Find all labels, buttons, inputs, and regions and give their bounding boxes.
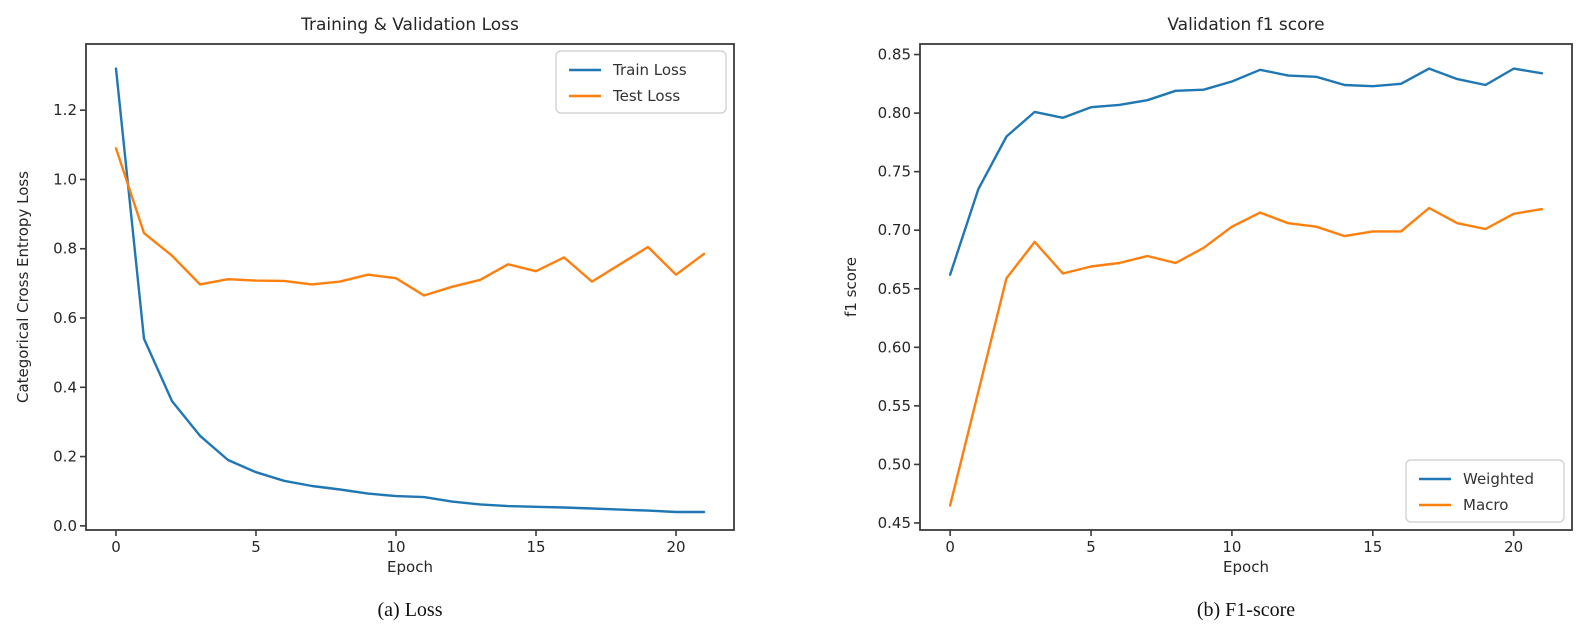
x-tick-label: 15	[1363, 538, 1382, 556]
plot-frame	[919, 43, 1573, 531]
y-tick-label: 1.0	[53, 170, 77, 188]
x-tick-label: 20	[1504, 538, 1523, 556]
legend-box	[1405, 459, 1565, 523]
y-tick-label: 0.50	[878, 455, 911, 473]
x-axis-label: Epoch	[1223, 558, 1269, 576]
y-axis-label: Categorical Cross Entropy Loss	[14, 171, 32, 403]
chart-title: Training & Validation Loss	[300, 15, 519, 35]
y-tick-label: 0.8	[53, 240, 77, 258]
legend: Weighted Macro	[1405, 459, 1565, 523]
x-tick-label: 10	[386, 538, 405, 556]
legend-label: Train Loss	[612, 61, 687, 79]
chart-title: Validation f1 score	[1167, 15, 1324, 35]
y-tick-label: 0.45	[878, 514, 911, 532]
x-tick-label: 5	[251, 538, 261, 556]
subfigure-caption: (a) Loss	[378, 599, 443, 621]
series-line-test-loss	[114, 147, 706, 297]
y-tick-label: 0.80	[878, 104, 911, 122]
legend-box	[555, 50, 727, 114]
y-tick-label: 0.6	[53, 309, 77, 327]
y-axis-label: f1 score	[842, 257, 860, 317]
legend-label: Macro	[1463, 496, 1508, 514]
x-tick-label: 0	[945, 538, 955, 556]
series-line-weighted	[948, 67, 1544, 276]
legend-label: Test Loss	[612, 87, 680, 105]
y-tick-label: 0.65	[878, 280, 911, 298]
y-tick-label: 0.2	[53, 448, 77, 466]
y-tick-label: 0.0	[53, 517, 77, 535]
y-tick-label: 0.60	[878, 338, 911, 356]
x-tick-label: 5	[1086, 538, 1096, 556]
x-tick-label: 0	[111, 538, 121, 556]
y-tick-label: 0.70	[878, 221, 911, 239]
x-axis-label: Epoch	[387, 558, 433, 576]
y-tick-label: 0.4	[53, 378, 77, 396]
series-line-train-loss	[114, 67, 706, 514]
f1-chart: Validation f1 score 0 5 10 15 20 0.45 0.50 0.55 0…	[842, 15, 1573, 621]
series-line-macro	[948, 206, 1544, 507]
y-tick-label: 0.85	[878, 46, 911, 64]
legend-label: Weighted	[1463, 470, 1534, 488]
x-tick-label: 15	[526, 538, 545, 556]
y-tick-label: 0.55	[878, 397, 911, 415]
subfigure-caption: (b) F1-score	[1197, 599, 1295, 621]
y-tick-label: 1.2	[53, 101, 77, 119]
plot-frame	[85, 43, 735, 531]
x-tick-label: 10	[1222, 538, 1241, 556]
loss-chart: Training & Validation Loss 0 5 10 15 20 0.0 0.2…	[14, 15, 735, 621]
y-tick-label: 0.75	[878, 163, 911, 181]
x-tick-label: 20	[666, 538, 685, 556]
legend: Train Loss Test Loss	[555, 50, 727, 114]
